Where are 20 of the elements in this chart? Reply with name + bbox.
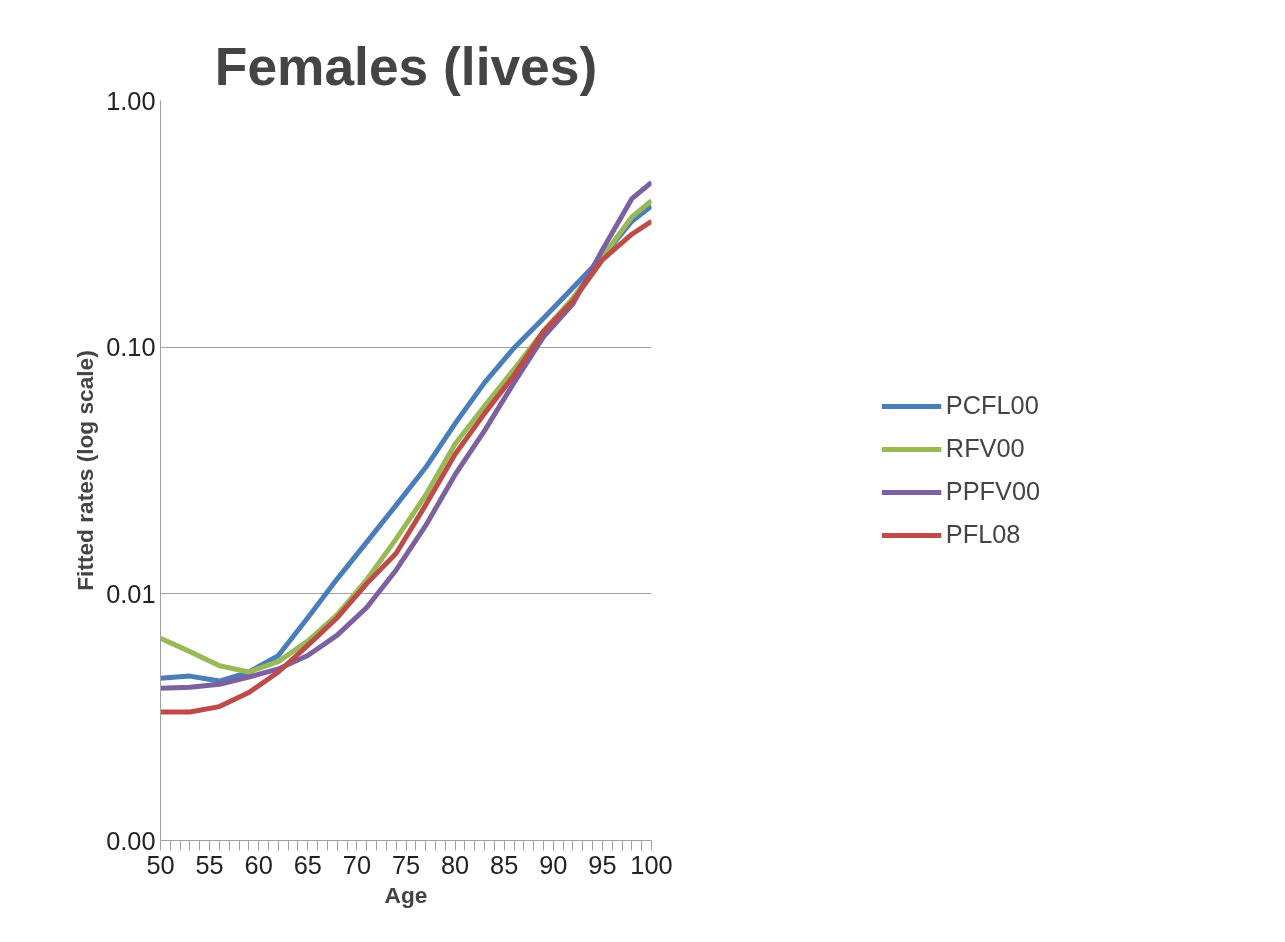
x-tick-label: 75	[391, 850, 421, 879]
y-tick-label: 0.01	[106, 579, 156, 608]
x-tick-label: 90	[539, 850, 568, 879]
y-tick-label: 0.10	[106, 333, 156, 362]
x-tick-label: 95	[588, 850, 617, 879]
x-tick-label: 65	[293, 850, 322, 879]
x-axis-title: Age	[384, 881, 428, 908]
legend-label: RFV00	[945, 434, 1025, 463]
x-tick-label: 55	[195, 850, 224, 879]
x-tick-label: 80	[441, 850, 470, 879]
y-tick-label: 1.00	[106, 86, 156, 115]
legend-label: PCFL00	[945, 391, 1039, 420]
chart-title: Females (lives)	[214, 36, 598, 96]
x-tick-label: 70	[342, 850, 371, 879]
x-tick-label: 85	[490, 850, 519, 879]
y-axis-title: Fitted rates (log scale)	[72, 350, 99, 591]
x-tick-label: 60	[244, 850, 273, 879]
legend-label: PPFV00	[945, 477, 1041, 506]
legend-label: PFL08	[945, 520, 1021, 549]
x-tick-label: 100	[630, 850, 673, 879]
